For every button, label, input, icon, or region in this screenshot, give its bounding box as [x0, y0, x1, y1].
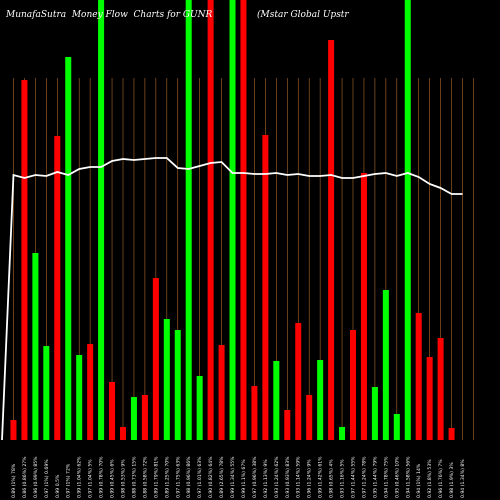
x-tick-label: 0.99 (1.42%) 61% [318, 456, 324, 498]
x-tick-label: 0.92 (1.8%) 53% [427, 459, 433, 498]
x-tick-label: 0.97 (1.04%) 5% [88, 459, 94, 498]
x-tick-label: 0.86 (0.86%) 27% [22, 456, 28, 498]
x-tick-label: 0.99 (0.78%) 70% [99, 456, 105, 498]
x-tick-label: 0.89 (2.65%) 78% [219, 456, 225, 498]
x-tick-label: 0.98 (1.9%) 3% [449, 462, 455, 498]
x-tick-label: 0.97 (1.44%) 55% [351, 456, 357, 498]
bar-up [229, 0, 236, 440]
x-tick-label: 0.94 (1.78%) 75% [383, 456, 389, 498]
x-tick-label: 0.89 (1.25%) 70% [164, 456, 170, 498]
price-line [1, 157, 463, 441]
x-tick-label: 0.98 (0.96%) 86% [186, 456, 192, 498]
x-tick-label: 0.97 (1%) 72% [66, 463, 72, 498]
bar-up [43, 346, 50, 440]
x-tick-label: 0.94 (1.34%) 8% [460, 459, 466, 498]
x-tick-label: 0.92 (1.13%) 9% [263, 459, 269, 498]
x-tick-label: 0.94 (1%) 14% [416, 463, 422, 498]
bar-down [349, 330, 357, 440]
bar-down [119, 427, 127, 440]
bar-up [76, 355, 83, 440]
bars-group [10, 0, 455, 440]
bar-down [21, 80, 28, 440]
x-tick-label: 0.95 (0.46%) 10% [394, 456, 400, 498]
x-tick-labels: 0.89 (1%) 78% 0.86 (0.86%) 27% 0.96 (0.99%… [11, 456, 466, 498]
chart-title: MunafaSutra Money Flow Charts for GUNR [6, 10, 213, 20]
bar-up [339, 427, 346, 440]
bar-down [141, 395, 148, 440]
x-tick-label: 0.96 (1.24%) 9% [307, 459, 313, 498]
bar-down [284, 410, 291, 440]
bar-up [196, 376, 203, 440]
bar-down [240, 0, 247, 440]
x-tick-label: 0.88 (0.73%) 15% [131, 456, 137, 498]
bar-up [65, 57, 72, 440]
bar-down [306, 395, 313, 440]
bar-up [98, 0, 105, 440]
x-tick-label: 0.97 (1%) 0.69% [44, 459, 50, 498]
x-tick-label: 0.99 (1.34%) 55% [230, 456, 236, 498]
x-tick-label: 0.95 (1.44%) 79% [372, 456, 378, 498]
bar-down [10, 420, 17, 440]
bar-down [109, 382, 116, 440]
x-tick-label: 0.98 (0.65%) 4% [329, 459, 335, 498]
bar-down [54, 136, 61, 440]
bar-up [163, 319, 170, 440]
bar-down [207, 0, 214, 440]
bar-down [437, 338, 444, 440]
x-tick-label: 0.93 (1.16%) 5% [340, 459, 346, 498]
bar-down [415, 313, 422, 440]
x-tick-label: 0.96 (1.76%) 7% [438, 459, 444, 498]
x-tick-label: 0.94 (1.58%) 56% [405, 456, 411, 498]
x-tick-label: 0.99 (0.45%) 6% [110, 459, 116, 498]
x-tick-label: 0.99 (1.04%) 62% [77, 456, 83, 498]
bar-down [251, 386, 258, 440]
bar-up [273, 361, 280, 440]
bar-up [32, 253, 39, 440]
bar-up [371, 387, 378, 440]
bar-up [130, 397, 137, 440]
chart-subtitle: (Mstar Global Upstr [257, 10, 349, 20]
bar-down [426, 357, 433, 440]
x-tick-label: 0.97 (0.96%) 38% [252, 456, 258, 498]
x-tick-label: 0.96 (0.99%) 85% [33, 456, 39, 498]
x-tick-label: 0.97 (1.01%) 63% [197, 456, 203, 498]
x-tick-label: 0.93 (1.14%) 59% [296, 456, 302, 498]
bar-down [448, 428, 455, 440]
bar-up [317, 360, 324, 440]
price-line-group [1, 157, 463, 441]
bar-down [262, 135, 269, 440]
x-tick-label: 0.90 (0.82%) 64% [208, 456, 214, 498]
x-tick-label: 0.98 (0.53%) 9% [121, 459, 127, 498]
bar-down [218, 345, 225, 440]
bar-up [393, 414, 400, 440]
bar-up [185, 0, 192, 440]
x-tick-label: 0.89 (1.79%) 81% [153, 456, 159, 498]
bar-down [87, 344, 94, 440]
bar-down [295, 323, 302, 440]
x-tick-label: 0.97 (1.24%) 78% [361, 456, 367, 498]
x-tick-label: 0.89 (1%) 78% [11, 463, 17, 498]
x-tick-label: 0.99 (1.1%) 67% [241, 459, 247, 498]
bar-down [360, 173, 367, 440]
x-tick-label: 0.88 (0.58%) 72% [142, 456, 148, 498]
bar-down [328, 40, 335, 440]
x-tick-label: 0.93 (1.24%) 62% [274, 456, 280, 498]
x-tick-label: 0.99 0.5% [55, 474, 61, 498]
bar-up [404, 0, 411, 440]
bar-down [152, 278, 159, 440]
bar-up [174, 330, 181, 440]
x-tick-label: 0.97 (1.75%) 63% [175, 456, 181, 498]
bar-up [382, 290, 389, 440]
x-tick-label: 0.93 (0.93%) 83% [285, 456, 291, 498]
